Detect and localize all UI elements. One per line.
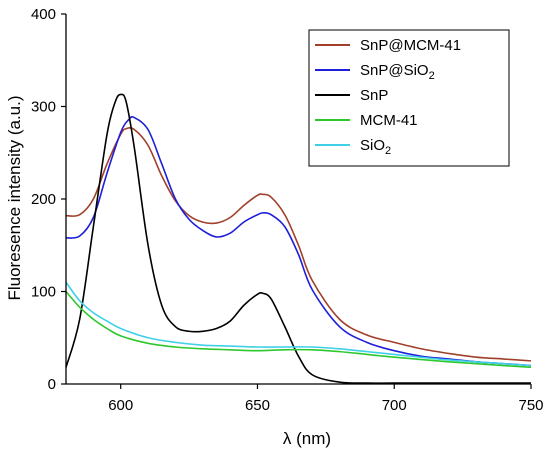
x-tick-label: 650 (245, 397, 270, 414)
x-tick-label: 700 (382, 397, 407, 414)
y-tick-label: 400 (31, 6, 56, 23)
x-tick-label: 600 (108, 397, 133, 414)
x-axis-title: λ (nm) (283, 429, 331, 448)
legend-label-sio2: SiO2 (360, 137, 391, 157)
y-tick-label: 0 (48, 376, 56, 393)
legend-box (308, 29, 510, 167)
legend-label-snp-mcm-41: SnP@MCM-41 (360, 37, 461, 54)
legend-subscript: 2 (385, 145, 391, 157)
series-line-snp-mcm-41 (65, 127, 532, 362)
legend-label-snp-sio2: SnP@SiO2 (360, 62, 435, 82)
series-line-snp-sio2 (65, 115, 532, 367)
y-tick-label: 200 (31, 191, 56, 208)
y-tick-label: 300 (31, 99, 56, 116)
legend-subscript: 2 (429, 70, 435, 82)
legend: SnP@MCM-41 SnP@SiO2 SnP MCM-41 SiO2 (308, 29, 510, 167)
series-line-mcm-41 (65, 290, 532, 369)
ticks: 600 650 700 750 0 100 200 300 400 (31, 6, 544, 414)
legend-label-snp: SnP (360, 87, 388, 104)
series-layer (65, 93, 532, 384)
series-line-sio2 (65, 281, 532, 367)
x-tick-label: 750 (518, 397, 543, 414)
y-axis-title: Fluoresence intensity (a.u.) (5, 95, 24, 300)
legend-label-mcm-41: MCM-41 (360, 112, 418, 129)
y-tick-label: 100 (31, 284, 56, 301)
series-line-snp (65, 93, 531, 384)
